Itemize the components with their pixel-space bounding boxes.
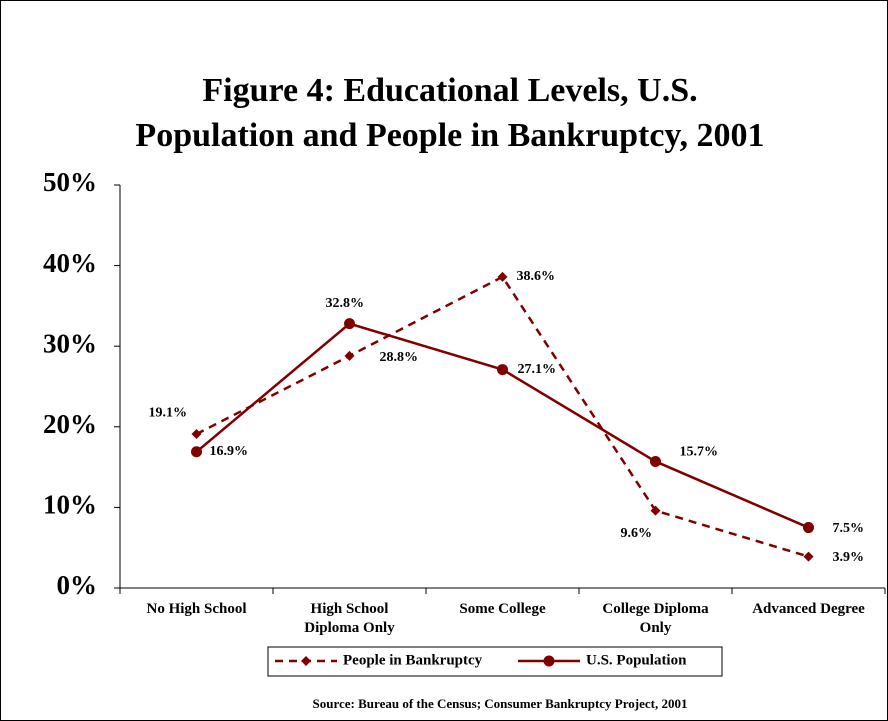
marker xyxy=(497,271,508,282)
data-label: 9.6% xyxy=(621,526,653,541)
marker xyxy=(497,364,508,376)
data-label: 3.9% xyxy=(833,550,865,565)
data-label: 16.9% xyxy=(210,444,249,459)
legend-label: People in Bankruptcy xyxy=(343,652,483,668)
marker xyxy=(650,455,661,467)
marker xyxy=(650,505,661,516)
data-label: 28.8% xyxy=(380,350,419,365)
marker xyxy=(803,522,814,534)
data-label: 19.1% xyxy=(149,405,188,420)
data-label: 15.7% xyxy=(680,445,719,460)
y-tick-label: 50% xyxy=(43,167,97,197)
data-label: 32.8% xyxy=(326,296,365,311)
legend-box xyxy=(267,646,723,677)
x-tick-label: High School Diploma Only xyxy=(304,601,395,636)
marker xyxy=(803,551,814,562)
x-tick-label: College Diploma Only xyxy=(602,601,709,636)
marker xyxy=(191,429,202,440)
series-line xyxy=(195,275,809,558)
marker xyxy=(344,350,355,361)
data-label: 27.1% xyxy=(518,362,557,377)
source: Source: Bureau of the Census; Consumer B… xyxy=(313,696,688,711)
data-label: 38.6% xyxy=(517,269,556,284)
marker xyxy=(344,318,355,330)
chart-title: Figure 4: Educational Levels, U.S. Popul… xyxy=(135,72,765,154)
marker xyxy=(191,446,202,458)
series-line xyxy=(195,322,809,529)
y-tick-label: 30% xyxy=(43,328,97,358)
x-tick-label: No High School xyxy=(146,601,247,617)
legend-label: U.S. Population xyxy=(586,652,687,668)
x-tick-label: Some College xyxy=(459,601,546,617)
y-tick-label: 20% xyxy=(43,409,97,439)
x-tick-label: Advanced Degree xyxy=(752,601,865,617)
legend-marker xyxy=(301,656,311,666)
y-tick-label: 0% xyxy=(57,570,98,600)
y-tick-label: 10% xyxy=(43,490,97,520)
data-label: 7.5% xyxy=(833,521,865,536)
y-tick-label: 40% xyxy=(43,248,97,278)
legend-marker xyxy=(543,655,555,667)
